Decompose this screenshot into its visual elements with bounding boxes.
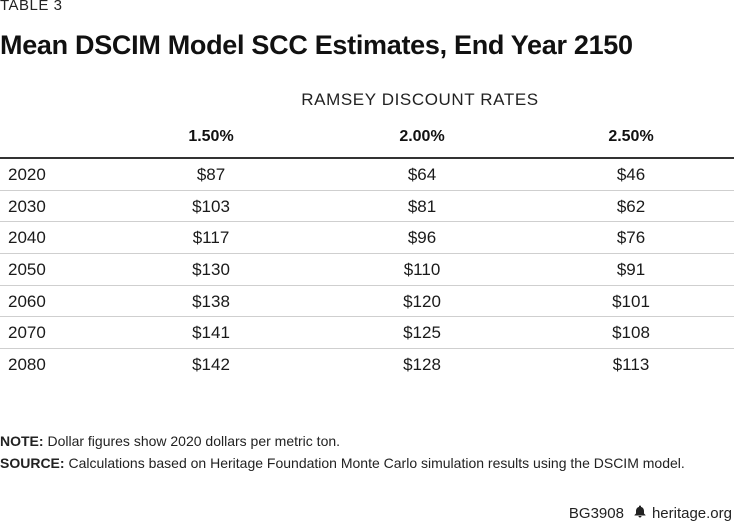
column-group-header: RAMSEY DISCOUNT RATES [301, 90, 539, 109]
column-header-3: 2.50% [608, 128, 654, 145]
cell-value: $110 [403, 260, 441, 280]
row-year: 2070 [8, 323, 46, 343]
cell-value: $120 [403, 291, 441, 311]
row-year: 2080 [8, 355, 46, 375]
cell-value: $125 [403, 323, 441, 343]
cell-value: $101 [612, 291, 650, 311]
bell-icon [634, 505, 646, 521]
cell-value: $113 [612, 355, 650, 375]
table-row: 2030 $103 $81 $62 [0, 191, 734, 223]
cell-value: $108 [612, 323, 650, 343]
report-code: BG3908 [568, 505, 624, 522]
cell-value: $76 [616, 228, 646, 248]
row-year: 2030 [8, 196, 46, 216]
table-title: Mean DSCIM Model SCC Estimates, End Year… [0, 30, 633, 60]
cell-value: $64 [407, 165, 437, 184]
source-text: Calculations based on Heritage Foundatio… [64, 455, 685, 471]
row-year: 2040 [8, 228, 46, 248]
site-name: heritage.org [651, 505, 732, 522]
cell-value: $142 [192, 355, 230, 375]
row-year: 2020 [8, 165, 46, 184]
footer-credit: BG3908 heritage.org [569, 505, 732, 522]
table-row: 2020 $87 $64 $46 [0, 159, 734, 191]
cell-value: $138 [192, 291, 230, 311]
table-row: 2060 $138 $120 $101 [0, 286, 734, 318]
cell-value: $62 [616, 196, 646, 216]
cell-value: $117 [192, 228, 230, 248]
source-line: SOURCE: Calculations based on Heritage F… [0, 452, 685, 474]
cell-value: $141 [192, 323, 230, 343]
cell-value: $46 [616, 165, 646, 184]
column-header-2: 2.00% [399, 128, 445, 145]
table-number: TABLE 3 [0, 0, 63, 14]
cell-value: $87 [196, 165, 226, 184]
column-headers: 1.50% 2.00% 2.50% [0, 128, 734, 150]
row-year: 2050 [8, 260, 46, 280]
note-text: Dollar figures show 2020 dollars per met… [43, 433, 341, 449]
cell-value: $91 [616, 260, 646, 280]
header-rule [0, 157, 734, 159]
notes-block: NOTE: Dollar figures show 2020 dollars p… [0, 430, 685, 474]
note-line: NOTE: Dollar figures show 2020 dollars p… [0, 430, 685, 452]
note-label: NOTE: [0, 433, 44, 449]
cell-value: $130 [192, 260, 230, 280]
table-row: 2040 $117 $96 $76 [0, 222, 734, 255]
table-row: 2050 $130 $110 $91 [0, 254, 734, 286]
column-header-1: 1.50% [188, 128, 234, 145]
row-year: 2060 [8, 291, 46, 311]
cell-value: $96 [407, 228, 437, 248]
table-body: 2020 $87 $64 $46 2030 $103 $81 $62 2040 … [0, 159, 734, 381]
table-row: 2080 $142 $128 $113 [0, 349, 734, 381]
table-row: 2070 $141 $125 $108 [0, 317, 734, 350]
cell-value: $81 [407, 196, 437, 216]
cell-value: $128 [403, 355, 441, 375]
cell-value: $103 [192, 196, 230, 216]
source-label: SOURCE: [0, 455, 65, 471]
